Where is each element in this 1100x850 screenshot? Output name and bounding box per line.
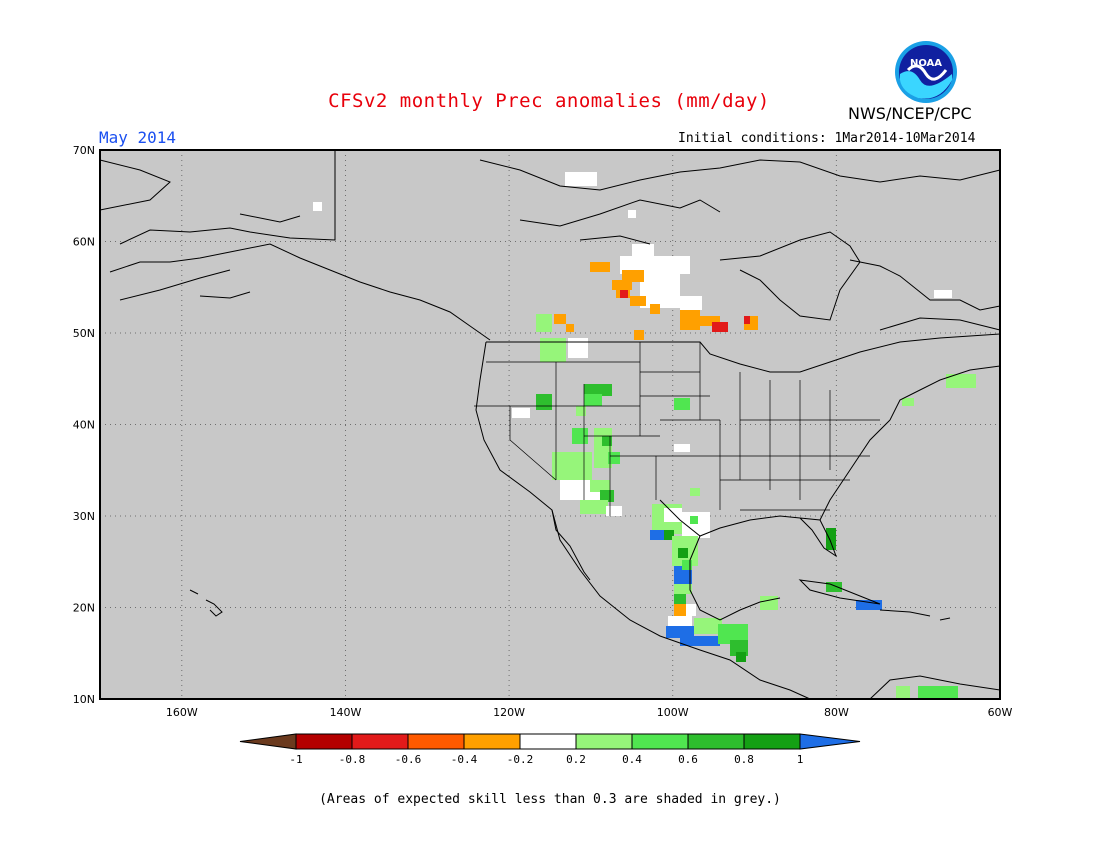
lat-label: 60N xyxy=(73,236,95,249)
lat-label: 20N xyxy=(73,602,95,615)
legend-tick-label: 0.6 xyxy=(678,753,698,766)
lat-label: 30N xyxy=(73,510,95,523)
lon-label: 100W xyxy=(657,706,689,719)
legend-tick-label: 1 xyxy=(797,753,804,766)
legend-swatch xyxy=(519,733,577,750)
gridlines xyxy=(100,150,1000,699)
lon-label: 120W xyxy=(493,706,525,719)
noaa-logo-text: NOAA xyxy=(910,58,942,69)
target-month-label: May 2014 xyxy=(99,128,177,147)
skill-footnote: (Areas of expected skill less than 0.3 a… xyxy=(319,792,781,807)
legend-swatch xyxy=(351,733,409,750)
noaa-logo-icon: NOAA xyxy=(895,41,957,103)
legend-tick-label: 0.2 xyxy=(566,753,586,766)
legend-arrow-high xyxy=(799,733,861,750)
legend-swatch xyxy=(295,733,353,750)
legend-arrow-low xyxy=(239,733,297,750)
legend-swatch xyxy=(687,733,745,750)
lat-label: 40N xyxy=(73,419,95,432)
lat-label: 70N xyxy=(73,144,95,157)
legend-swatch xyxy=(743,733,801,750)
latitude-labels: 70N 60N 50N 40N 30N 20N 10N xyxy=(73,144,95,706)
longitude-labels: 160W 140W 120W 100W 80W 60W xyxy=(166,706,1013,719)
lon-label: 160W xyxy=(166,706,198,719)
legend-swatch xyxy=(631,733,689,750)
color-legend: -1 -0.8 -0.6 -0.4 -0.2 0.2 0.4 0.6 0.8 1 xyxy=(239,733,861,766)
legend-tick-label: 0.4 xyxy=(622,753,642,766)
anomaly-cells xyxy=(313,172,976,699)
legend-swatch xyxy=(575,733,633,750)
initial-conditions-label: Initial conditions: 1Mar2014-10Mar2014 xyxy=(678,131,976,146)
lat-label: 10N xyxy=(73,693,95,706)
legend-swatch xyxy=(463,733,521,750)
lon-label: 80W xyxy=(824,706,849,719)
legend-swatch xyxy=(407,733,465,750)
legend-tick-label: -0.4 xyxy=(451,753,478,766)
legend-tick-label: -0.8 xyxy=(339,753,366,766)
legend-tick-label: 0.8 xyxy=(734,753,754,766)
coastlines xyxy=(99,150,1001,700)
lon-label: 60W xyxy=(988,706,1013,719)
map-frame xyxy=(99,149,1001,700)
agency-label: NWS/NCEP/CPC xyxy=(848,104,972,123)
legend-tick-label: -1 xyxy=(289,753,302,766)
lat-label: 50N xyxy=(73,327,95,340)
legend-tick-label: -0.2 xyxy=(507,753,534,766)
legend-tick-label: -0.6 xyxy=(395,753,422,766)
state-borders xyxy=(474,342,880,516)
chart-title: CFSv2 monthly Prec anomalies (mm/day) xyxy=(328,90,770,112)
lon-label: 140W xyxy=(330,706,362,719)
